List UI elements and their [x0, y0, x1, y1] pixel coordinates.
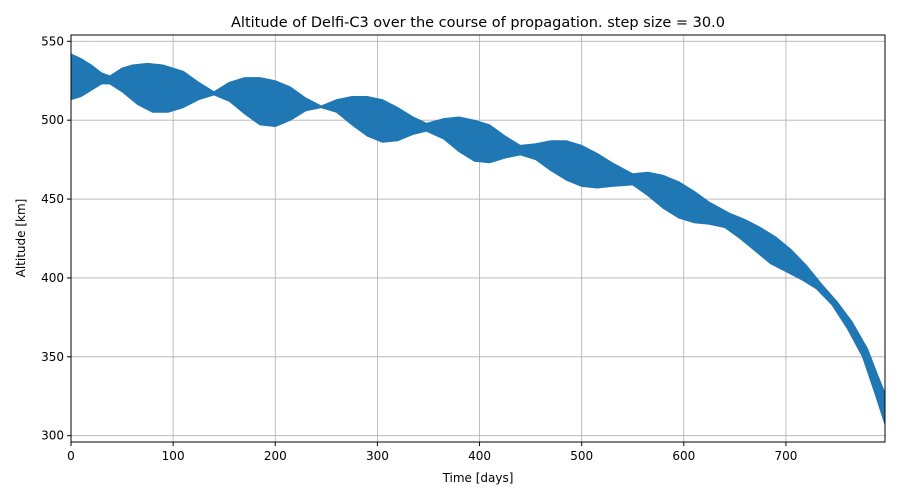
- x-tick-label: 500: [570, 449, 593, 463]
- altitude-band: [70, 53, 886, 426]
- y-tick-label: 450: [41, 192, 64, 206]
- y-axis: 300 350 400 450 500 550: [41, 34, 71, 443]
- x-tick-label: 100: [162, 449, 185, 463]
- plot-frame: [70, 34, 886, 443]
- x-tick-label: 300: [366, 449, 389, 463]
- x-tick-label: 700: [774, 449, 797, 463]
- y-tick-label: 500: [41, 113, 64, 127]
- y-tick-label: 550: [41, 34, 64, 48]
- grid-lines: [70, 35, 885, 442]
- x-tick-label: 200: [264, 449, 287, 463]
- x-tick-label: 0: [67, 449, 75, 463]
- chart-title: Altitude of Delfi-C3 over the course of …: [231, 15, 725, 31]
- series-layer: [70, 53, 886, 426]
- x-axis: 0 100 200 300 400 500 600 700: [67, 442, 797, 463]
- y-tick-label: 400: [41, 271, 64, 285]
- y-tick-label: 350: [41, 350, 64, 364]
- x-tick-label: 400: [468, 449, 491, 463]
- y-axis-title: Altitude [km]: [14, 199, 28, 278]
- x-axis-title: Time [days]: [442, 471, 514, 485]
- y-tick-label: 300: [41, 429, 64, 443]
- x-tick-label: 600: [672, 449, 695, 463]
